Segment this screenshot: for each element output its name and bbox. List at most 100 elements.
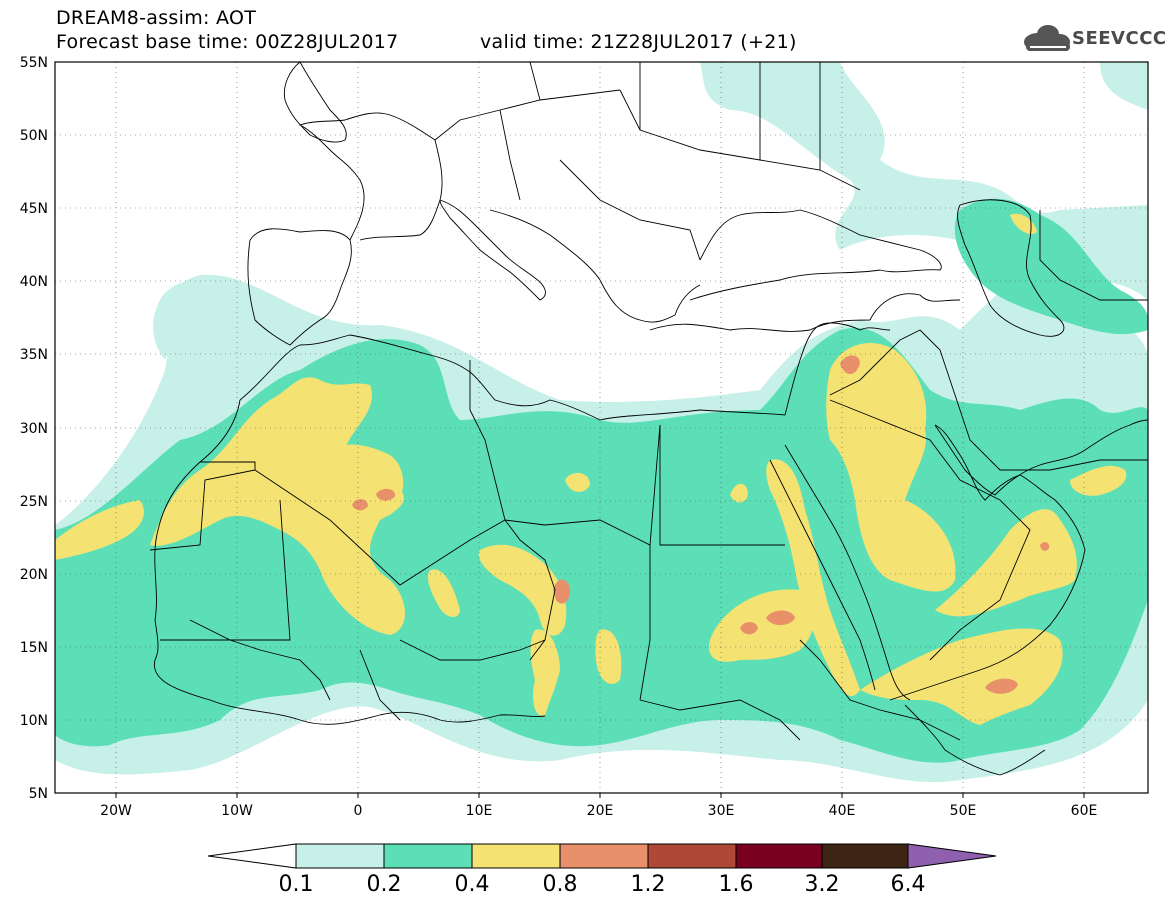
- aot-level-3: [935, 509, 1077, 617]
- coastline-persian-gulf: [934, 419, 1148, 496]
- border-algeria-mali: [254, 469, 546, 586]
- lon-label: 40E: [829, 803, 856, 819]
- colorbar-label: 0.1: [278, 872, 314, 897]
- colorbar-seg-3: [471, 843, 561, 869]
- lat-label: 10N: [20, 713, 48, 729]
- colorbar: [207, 843, 997, 869]
- lat-label: 40N: [20, 274, 48, 290]
- lon-label: 30E: [708, 803, 735, 819]
- border-europe-2: [499, 109, 701, 261]
- colorbar-label: 0.4: [454, 872, 490, 897]
- aot-level-3: [55, 500, 144, 560]
- colorbar-label: 1.6: [718, 872, 754, 897]
- tick-marks: [115, 793, 1085, 798]
- lat-label: 45N: [20, 201, 48, 217]
- lon-label: 20E: [587, 803, 614, 819]
- coastline-uk: [283, 62, 347, 143]
- aot-level-4: [352, 499, 368, 511]
- lon-label: 20W: [100, 803, 132, 819]
- colorbar-seg-1: [295, 843, 385, 869]
- coastline-black-sea: [699, 209, 942, 271]
- border-ethiopia: [799, 639, 961, 741]
- colorbar-seg-8: [907, 843, 997, 869]
- border-europe-1: [434, 89, 621, 141]
- aot-level-3: [427, 569, 460, 617]
- colorbar-seg-7: [821, 843, 909, 869]
- lat-labels: 55N 50N 45N 40N 35N 30N 25N 20N 15N 10N …: [20, 55, 48, 802]
- border-central-asia: [1039, 210, 1148, 301]
- lon-label: 50E: [950, 803, 977, 819]
- border-sudan-south: [639, 699, 801, 741]
- colorbar-label: 0.2: [366, 872, 402, 897]
- lat-label: 30N: [20, 421, 48, 437]
- coastline-balkans: [489, 209, 701, 323]
- aot-level-3: [478, 544, 567, 636]
- border-mauritania: [160, 499, 291, 641]
- grid: [55, 62, 1148, 793]
- aot-field: [55, 62, 1148, 783]
- lon-label: 10E: [466, 803, 493, 819]
- valid-time: valid time: 21Z28JUL2017 (+21): [480, 31, 797, 53]
- aot-level-1: [153, 279, 230, 360]
- aot-level-3: [766, 459, 860, 697]
- border-libya: [469, 360, 661, 546]
- colorbar-seg-0: [207, 843, 297, 869]
- border-europe-4: [529, 62, 821, 170]
- border-egypt-sudan: [659, 425, 785, 546]
- border-nigeria: [399, 639, 546, 661]
- aot-level-3: [826, 342, 956, 592]
- border-iran: [919, 329, 1148, 471]
- colorbar-seg-5: [647, 843, 737, 869]
- colorbar-seg-6: [735, 843, 823, 869]
- border-west-africa: [189, 619, 401, 721]
- border-western-sahara: [149, 461, 256, 551]
- coastline-levant: [784, 322, 891, 416]
- aot-level-3: [1010, 213, 1037, 235]
- aot-level-4: [740, 622, 758, 635]
- lat-label: 15N: [20, 640, 48, 656]
- colorbar-label: 3.2: [804, 872, 840, 897]
- lat-label: 35N: [20, 347, 48, 363]
- coastline-turkey: [649, 293, 961, 332]
- lat-label: 5N: [29, 786, 48, 802]
- coastline-turkey-north: [689, 269, 941, 301]
- aot-level-3: [709, 589, 815, 662]
- aot-level-4: [840, 355, 860, 375]
- aot-level-4: [553, 579, 571, 604]
- colorbar-label: 6.4: [890, 872, 926, 897]
- aot-level-4: [376, 488, 396, 501]
- lat-label: 50N: [20, 128, 48, 144]
- aot-level-3: [530, 629, 560, 716]
- border-niger-chad: [504, 519, 556, 661]
- colorbar-label: 1.2: [630, 872, 666, 897]
- lon-label: 10W: [221, 803, 253, 819]
- lat-label: 25N: [20, 494, 48, 510]
- lat-label: 55N: [20, 55, 48, 71]
- border-europe-3: [619, 89, 861, 191]
- aot-level-3: [730, 483, 748, 503]
- coastline-somalia: [904, 704, 1046, 776]
- coastline-italy: [439, 199, 546, 301]
- coastline-caspian: [957, 199, 1065, 337]
- colorbar-label: 0.8: [542, 872, 578, 897]
- coastline-france: [298, 112, 443, 241]
- map-frame: [54, 61, 1149, 794]
- aot-level-1: [1100, 62, 1148, 110]
- lat-label: 20N: [20, 567, 48, 583]
- lon-label: 60E: [1071, 803, 1098, 819]
- lon-label: 0: [354, 803, 363, 819]
- border-arabia: [829, 399, 1031, 661]
- colorbar-seg-2: [383, 843, 473, 869]
- seevccc-logo: [1024, 25, 1070, 51]
- coastline-red-sea-east: [784, 444, 911, 701]
- map-title: DREAM8-assim: AOT: [56, 7, 257, 29]
- aot-level-3: [150, 377, 405, 635]
- coastline-iberia: [247, 228, 352, 346]
- coastline-west-africa: [153, 399, 546, 725]
- aot-level-3: [595, 629, 622, 684]
- aot-level-3: [1070, 465, 1127, 496]
- forecast-base-time: Forecast base time: 00Z28JUL2017: [56, 31, 399, 53]
- aot-level-4: [985, 678, 1018, 694]
- aot-level-4: [766, 610, 795, 626]
